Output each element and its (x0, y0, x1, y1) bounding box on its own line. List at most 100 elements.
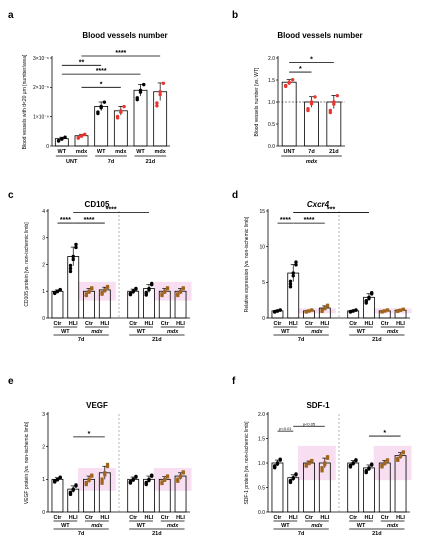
panel-d-y-tick-label: 0 (262, 316, 265, 322)
panel-c-data-point (144, 290, 148, 295)
panel-c-data-point (74, 245, 78, 250)
panel-f-data-point (291, 476, 295, 480)
panel-b-data-point (283, 83, 288, 88)
panel-d-x-tick-label: HLI (289, 321, 298, 327)
panel-f-data-point (304, 463, 308, 467)
panel-d-data-point (294, 260, 298, 264)
panel-e-x-tick-label: HLI (69, 515, 78, 521)
panel-e-group-label: mdx (91, 523, 103, 529)
panel-c-x-tick-label: HLI (176, 321, 185, 327)
panel-b-label: b (232, 10, 238, 21)
panel-f-x-tick-label: HLI (396, 515, 405, 521)
panel-e-data-point (181, 470, 185, 474)
panel-a-sig-label: **** (115, 50, 126, 57)
panel-e-title: VEGF (86, 401, 108, 410)
panel-a-sig-label: * (100, 81, 103, 88)
panel-c-data-point (53, 290, 57, 295)
panel-c-data-point (71, 254, 75, 259)
panel-d-data-point (304, 309, 308, 314)
panel-c-data-point (103, 288, 107, 292)
panel-a-y-axis-label: Blood vessels with d<20 μm [number/area] (22, 54, 28, 149)
panel-e-data-point (176, 477, 180, 481)
panel-a-data-point (96, 110, 100, 114)
panel-f-y-axis-label: SDF-1 protein [vs. non-ischemic limb] (244, 421, 250, 505)
panel-c-data-point (134, 286, 138, 291)
panel-b-x-tick-label: 7d (308, 149, 314, 155)
panel-b-x-tick-label: 21d (329, 149, 338, 155)
panel-c-x-tick-label: Ctr (161, 321, 170, 327)
panel-c-y-tick-label: 4 (42, 209, 45, 215)
panel-d-time-label: 21d (372, 337, 381, 343)
panel-a-y-tick-label: 1×10⁻⁶ (33, 114, 49, 120)
panel-d-label: d (232, 190, 238, 201)
panel-f-time-label: 7d (298, 531, 304, 537)
panel-e-data-point (150, 473, 154, 477)
panel-d-data-point (275, 309, 280, 313)
panel-f-group-label: WT (281, 523, 290, 529)
panel-f-group-label: mdx (311, 523, 323, 529)
panel-d-data-point (307, 309, 311, 313)
panel-a-y-tick-label: 2×10⁻⁶ (33, 85, 49, 91)
panel-f-data-point (307, 461, 311, 465)
panel-a-data-point (99, 104, 103, 109)
panel-c-y-tick-label: 0 (42, 316, 45, 322)
panel-e-label: e (8, 376, 14, 387)
panel-c-data-point (100, 290, 104, 295)
panel-b-data-point (332, 100, 336, 104)
panel-c-x-tick-label: Ctr (53, 321, 62, 327)
panel-d-y-axis-label: Relative expression [vs. non-ischemic li… (244, 216, 250, 312)
panel-d-time-label: 7d (298, 337, 304, 343)
panel-b-data-point (290, 77, 295, 82)
panel-d-x-tick-label: Ctr (273, 321, 282, 327)
panel-f-data-point (370, 462, 374, 466)
panel-a-data-point (155, 101, 159, 105)
panel-e-data-point (103, 473, 107, 477)
panel-c-data-point (90, 286, 94, 290)
panel-a-title: Blood vessels number (82, 31, 167, 40)
panel-b-bar (281, 81, 297, 147)
panel-a-data-point (56, 138, 61, 143)
panel-b-sig-label: * (299, 66, 302, 73)
panel-d-x-tick-label: HLI (396, 321, 405, 327)
panel-d-y-tick-label: 15 (259, 209, 265, 215)
panel-e-group-label: WT (137, 523, 146, 529)
panel-e-data-point (84, 480, 88, 485)
panel-d-x-tick-label: HLI (320, 321, 329, 327)
panel-f-x-tick-label: Ctr (273, 515, 282, 521)
panel-f-x-tick-label: Ctr (381, 515, 390, 521)
panel-b-title: Blood vessels number (277, 31, 362, 40)
panel-d-data-point (288, 285, 293, 289)
panel-e-data-point (87, 477, 91, 481)
panel-d-data-point (351, 309, 355, 313)
panel-f-y-tick-label: 2.0 (258, 412, 265, 418)
panel-f-y-tick-label: 0.5 (258, 485, 265, 491)
panel-a-group-label: 7d (108, 159, 114, 165)
panel-d-data-point (288, 279, 293, 283)
panel-d-data-point (396, 309, 400, 313)
panel-f-data-point (401, 450, 405, 454)
panel-d-data-point (370, 291, 374, 295)
panel-d-sig-label: **** (304, 217, 315, 224)
panel-a-data-point (63, 135, 67, 139)
panel-a-sig-label: **** (96, 68, 107, 75)
panel-c-sig-label: **** (60, 217, 71, 224)
panel-e-data-point (105, 464, 110, 469)
panel-f-data-point (273, 464, 277, 468)
panel-d-data-point (288, 282, 293, 286)
panel-c-y-tick-label: 2 (42, 262, 45, 268)
panel-a-x-tick-label: mdx (76, 149, 88, 155)
panel-e-data-point (163, 477, 167, 481)
panel-c-group-label: mdx (91, 329, 103, 335)
panel-d-data-point (323, 306, 327, 310)
panel-f-x-tick-label: HLI (365, 515, 374, 521)
panel-e-data-point (165, 474, 170, 478)
panel-f-x-tick-label: Ctr (305, 515, 314, 521)
panel-d-x-tick-label: HLI (365, 321, 374, 327)
panel-d-x-tick-label: Ctr (305, 321, 314, 327)
panel-b-x-tick-label: UNT (284, 149, 296, 155)
panel-b-data-point (309, 100, 314, 104)
panel-c-data-point (131, 289, 135, 293)
panel-f-sig-label: p<0.01 (279, 426, 292, 431)
panel-c-data-point (55, 289, 60, 293)
